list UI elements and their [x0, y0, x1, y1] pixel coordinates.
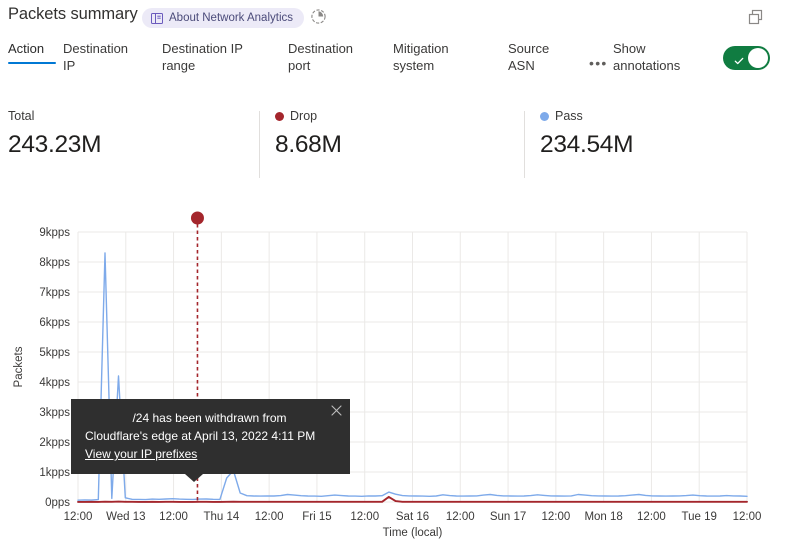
- filter-tabs: Action Destination IP Destination IP ran…: [0, 40, 785, 86]
- y-axis-tick-label: 5kpps: [39, 347, 70, 359]
- series-line-pass: [77, 252, 748, 501]
- x-axis-title: Time (local): [383, 527, 443, 539]
- tab-destination-port-label: Destination port: [288, 41, 354, 73]
- stat-divider-2: [524, 111, 525, 178]
- close-icon[interactable]: [330, 404, 343, 417]
- y-axis-tick-label: 3kpps: [39, 407, 70, 419]
- stat-pass-label: Pass: [555, 109, 583, 123]
- stat-drop-value: 8.68M: [275, 131, 342, 158]
- packets-time-series-chart[interactable]: 9kpps 8kpps 7kpps 6kpps 5kpps 4kpps 3kpps 2kpps…: [0, 190, 785, 555]
- x-axis-tick-label: 12:00: [64, 511, 93, 523]
- view-ip-prefixes-link[interactable]: View your IP prefixes: [85, 447, 198, 461]
- y-axis-tick-label: 0pps: [45, 497, 70, 509]
- annotation-callout[interactable]: /24 has been withdrawn from Cloudflare's…: [71, 399, 350, 474]
- stat-divider-1: [259, 111, 260, 178]
- show-annotations-label[interactable]: Show annotations: [613, 40, 705, 78]
- y-axis-tick-label: 8kpps: [39, 257, 70, 269]
- show-annotations-text: Show annotations: [613, 41, 681, 73]
- x-axis-tick-label: 12:00: [446, 511, 475, 523]
- x-axis-tick-label: Sun 17: [490, 511, 526, 523]
- toggle-knob: [748, 48, 768, 68]
- active-tab-underline: [8, 62, 56, 64]
- annotation-marker-dot[interactable]: [190, 211, 204, 225]
- stat-pass-value: 234.54M: [540, 131, 634, 158]
- tab-destination-ip[interactable]: Destination IP: [63, 40, 141, 78]
- tab-action[interactable]: Action: [8, 40, 56, 64]
- tab-destination-port[interactable]: Destination port: [288, 40, 366, 78]
- x-axis-tick-label: 12:00: [541, 511, 570, 523]
- check-icon: [734, 53, 744, 65]
- tab-destination-ip-label: Destination IP: [63, 41, 129, 73]
- duplicate-windows-icon[interactable]: [747, 8, 765, 26]
- chart-canvas: 9kpps 8kpps 7kpps 6kpps 5kpps 4kpps 3kpps 2kpps…: [13, 211, 762, 539]
- tab-source-asn[interactable]: Source ASN: [508, 40, 566, 78]
- x-axis-tick-label: Sat 16: [396, 511, 429, 523]
- series-line-drop: [77, 495, 748, 503]
- tab-action-label: Action: [8, 41, 45, 56]
- stat-total-label: Total: [8, 109, 35, 123]
- about-pill-label: About Network Analytics: [169, 12, 294, 24]
- summary-stats: Total 243.23M Drop 8.68M Pass 234.54M: [0, 108, 785, 180]
- panel-header: Packets summary About Network Analytics: [0, 0, 785, 36]
- y-axis-title: Packets: [13, 346, 25, 387]
- clock-history-icon[interactable]: [310, 8, 327, 25]
- about-network-analytics-pill[interactable]: About Network Analytics: [142, 8, 305, 28]
- page-title: Packets summary: [8, 5, 138, 23]
- stat-drop-label: Drop: [290, 109, 318, 123]
- more-tabs-ellipsis-icon[interactable]: •••: [589, 55, 608, 71]
- x-axis-tick-label: Tue 19: [682, 511, 717, 523]
- x-axis-tick-label: 12:00: [350, 511, 379, 523]
- x-axis-tick-label: 12:00: [733, 511, 762, 523]
- x-axis-tick-label: 12:00: [637, 511, 666, 523]
- tab-destination-ip-range-label: Destination IP range: [162, 41, 243, 73]
- y-axis-tick-label: 1kpps: [39, 467, 70, 479]
- tab-destination-ip-range[interactable]: Destination IP range: [162, 40, 260, 78]
- stat-drop: Drop 8.68M: [275, 108, 342, 160]
- x-axis-tick-label: Thu 14: [203, 511, 239, 523]
- y-axis-tick-label: 7kpps: [39, 287, 70, 299]
- callout-line-2: Cloudflare's edge at April 13, 2022 4:11…: [85, 429, 316, 443]
- stat-pass: Pass 234.54M: [540, 108, 634, 160]
- callout-pointer-arrow: [185, 474, 203, 482]
- y-axis-tick-label: 4kpps: [39, 377, 70, 389]
- stat-total-value: 243.23M: [8, 131, 102, 158]
- stat-total: Total 243.23M: [8, 108, 102, 160]
- pass-color-dot: [540, 111, 549, 121]
- drop-color-dot: [275, 111, 284, 121]
- show-annotations-toggle[interactable]: [723, 46, 770, 70]
- tab-mitigation-system-label: Mitigation system: [393, 41, 449, 73]
- x-axis-tick-label: Wed 13: [106, 511, 145, 523]
- y-axis-tick-label: 2kpps: [39, 437, 70, 449]
- x-axis-tick-label: Mon 18: [584, 511, 622, 523]
- x-axis-tick-label: 12:00: [255, 511, 284, 523]
- book-icon: [151, 12, 163, 24]
- y-axis-tick-label: 6kpps: [39, 317, 70, 329]
- tab-mitigation-system[interactable]: Mitigation system: [393, 40, 465, 78]
- tab-source-asn-label: Source ASN: [508, 41, 550, 73]
- callout-line-1: /24 has been withdrawn from: [132, 411, 287, 425]
- y-axis-tick-label: 9kpps: [39, 227, 70, 239]
- x-axis-tick-label: Fri 15: [302, 511, 331, 523]
- x-axis-tick-label: 12:00: [159, 511, 188, 523]
